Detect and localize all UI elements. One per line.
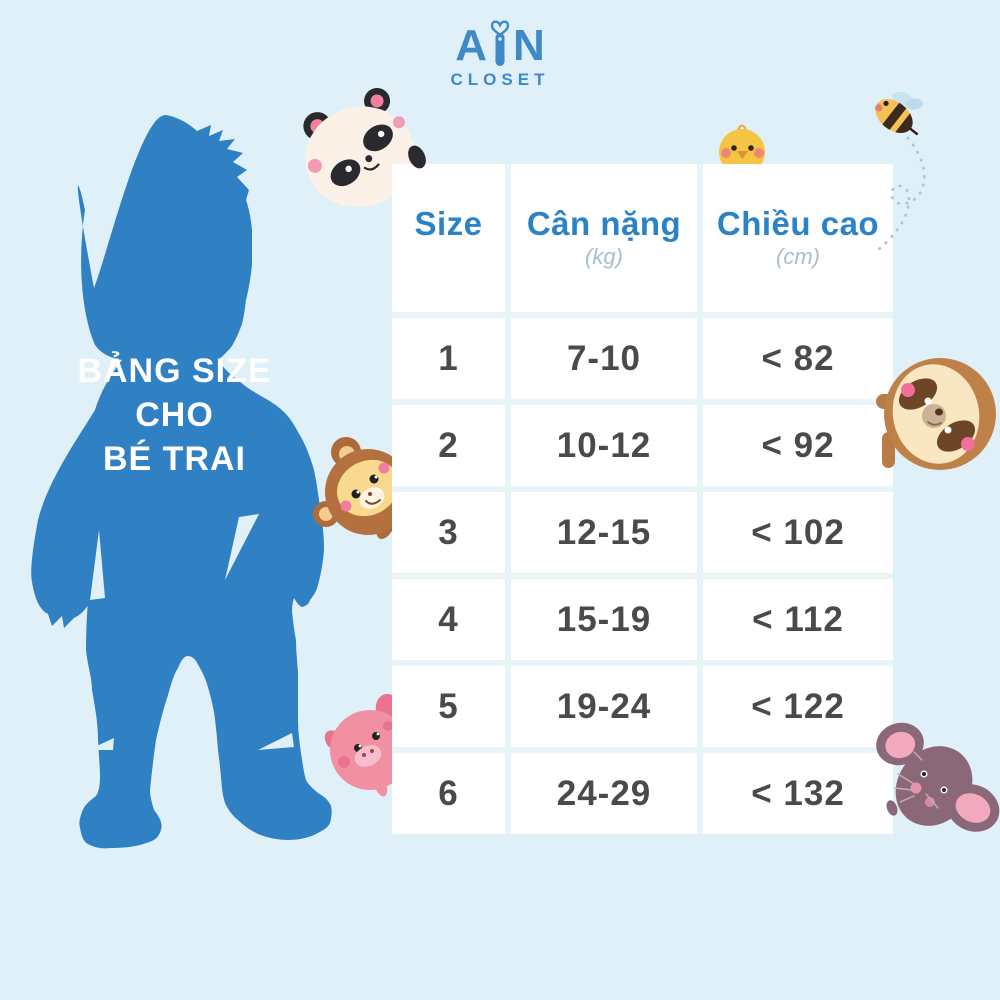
bee-icon (875, 92, 926, 252)
table-cell: 10-12 (511, 405, 697, 486)
pig-icon (324, 693, 410, 797)
table-cell: 15-19 (511, 579, 697, 660)
mouse-icon (876, 722, 1000, 832)
table-header-weight: Cân nặng (kg) (511, 164, 697, 312)
safety-pin-icon (490, 20, 510, 66)
table-header-size: Size (392, 164, 505, 312)
logo-letter-n: N (513, 21, 545, 70)
bee-trail (876, 136, 926, 252)
table-cell: 19-24 (511, 666, 697, 747)
poster-title: BẢNG SIZE CHO BÉ TRAI (52, 349, 297, 481)
logo-letter-a: A (455, 21, 487, 70)
size-table: Size Cân nặng (kg) Chiều cao (cm) 1 7-10… (392, 164, 893, 834)
monkey-icon (313, 437, 411, 540)
table-cell: 1 (392, 318, 505, 399)
table-header-height: Chiều cao (cm) (703, 164, 893, 312)
table-cell: < 112 (703, 579, 893, 660)
table-cell: < 102 (703, 492, 893, 573)
table-cell: < 82 (703, 318, 893, 399)
brand-logo: A N CLOSET (0, 18, 1000, 90)
panda-paw-icon (408, 145, 426, 169)
table-cell: 2 (392, 405, 505, 486)
logo-subtitle: CLOSET (450, 70, 550, 89)
table-cell: 4 (392, 579, 505, 660)
table-cell: < 122 (703, 666, 893, 747)
panda-icon (303, 87, 415, 208)
poster-title-line1: BẢNG SIZE (77, 352, 272, 390)
table-cell: 3 (392, 492, 505, 573)
table-cell: 12-15 (511, 492, 697, 573)
poster-title-line2: CHO (135, 396, 214, 434)
table-cell: 6 (392, 753, 505, 834)
sloth-icon (876, 358, 996, 470)
table-cell: 5 (392, 666, 505, 747)
table-cell: < 132 (703, 753, 893, 834)
chick-icon (719, 124, 765, 175)
poster-title-line3: BÉ TRAI (103, 440, 246, 478)
table-cell: 24-29 (511, 753, 697, 834)
table-cell: < 92 (703, 405, 893, 486)
table-cell: 7-10 (511, 318, 697, 399)
